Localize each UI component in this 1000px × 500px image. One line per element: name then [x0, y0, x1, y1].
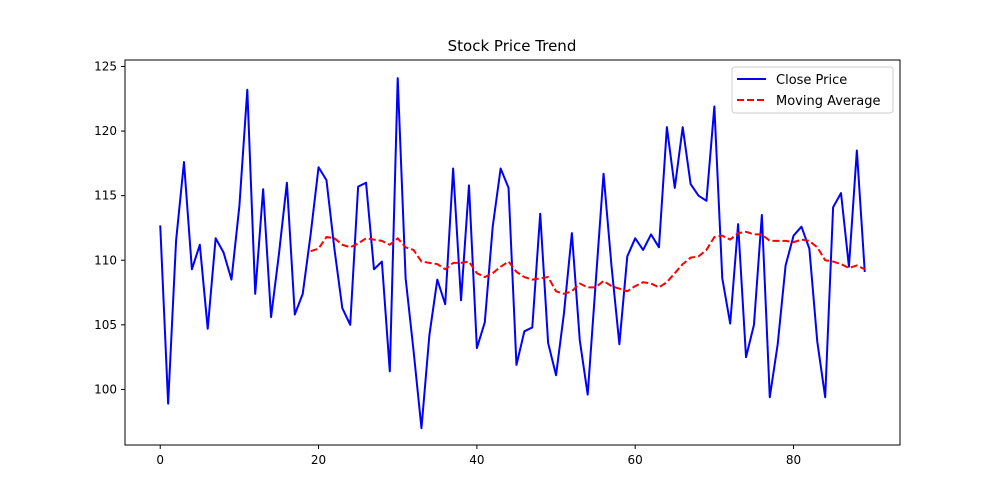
x-tick-label: 40	[469, 453, 484, 467]
x-tick-label: 60	[628, 453, 643, 467]
series-line-close-price	[159, 77, 866, 430]
plot-area	[159, 77, 866, 430]
y-tick-label: 105	[94, 318, 117, 332]
legend: Close Price Moving Average	[731, 66, 894, 114]
legend-label-moving-average: Moving Average	[776, 94, 880, 109]
axes: 0 20 40 60 80 100 105 110 115 120 125	[94, 59, 901, 467]
x-tick-label: 80	[786, 453, 801, 467]
y-tick-label: 100	[94, 382, 117, 396]
x-tick-label: 0	[156, 453, 164, 467]
y-tick-label: 125	[94, 59, 117, 73]
legend-label-close-price: Close Price	[776, 73, 847, 88]
series-line-moving-average	[310, 230, 866, 295]
legend-box	[731, 66, 894, 114]
axes-frame	[124, 59, 901, 446]
y-tick-label: 110	[94, 253, 117, 267]
y-tick-label: 115	[94, 189, 117, 203]
y-tick-label: 120	[94, 124, 117, 138]
chart-title: Stock Price Trend	[448, 37, 577, 55]
x-tick-label: 20	[311, 453, 326, 467]
